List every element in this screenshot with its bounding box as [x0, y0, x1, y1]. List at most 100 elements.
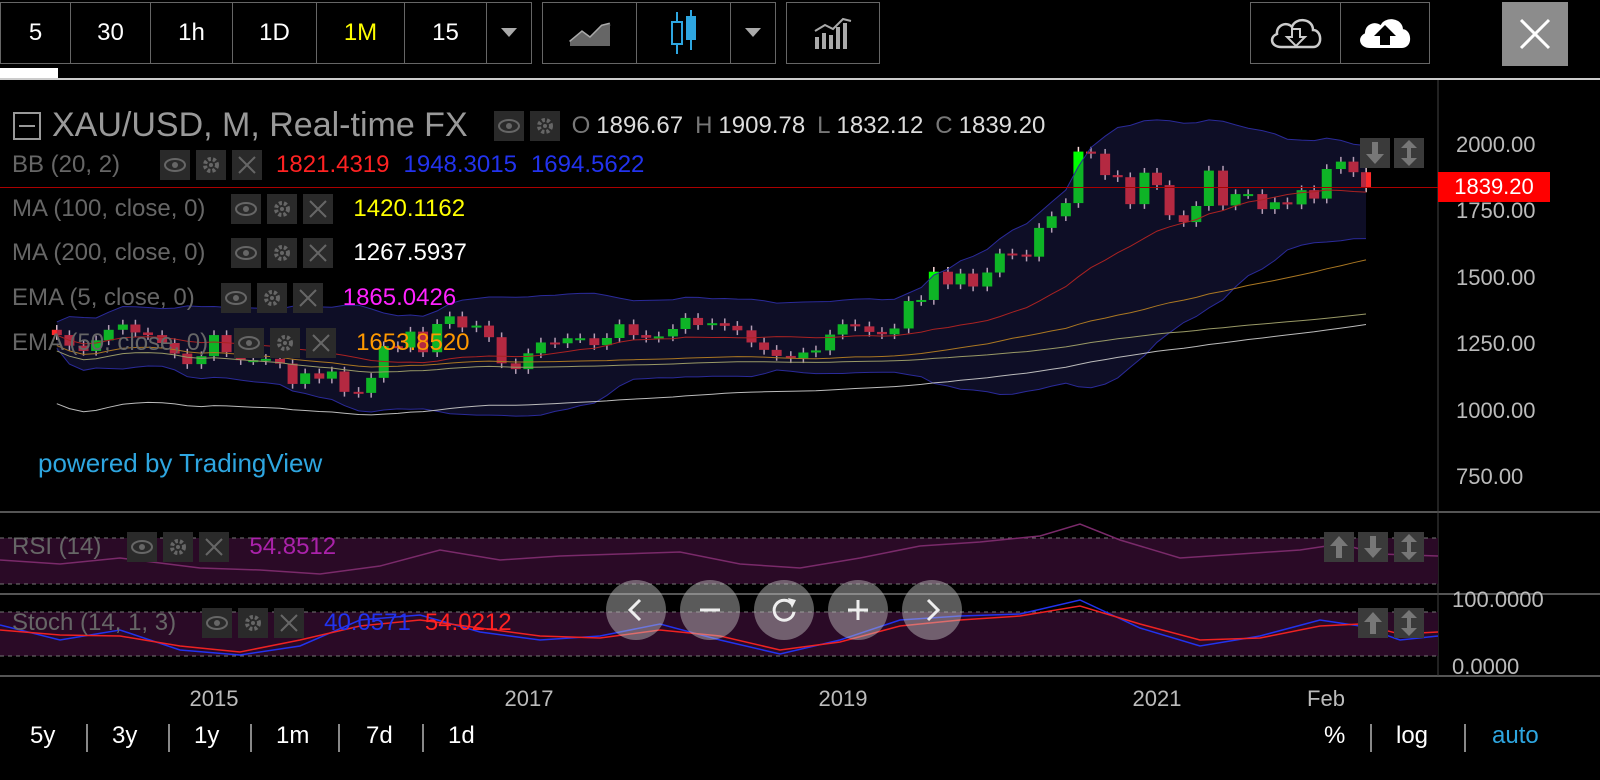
candle[interactable]	[51, 329, 62, 336]
candle[interactable]	[1257, 194, 1268, 210]
remove-button[interactable]	[232, 150, 263, 180]
candle[interactable]	[968, 273, 979, 287]
remove-button[interactable]	[199, 532, 230, 562]
candle[interactable]	[575, 338, 586, 341]
candle[interactable]	[484, 325, 495, 338]
settings-button[interactable]	[238, 608, 269, 638]
candle[interactable]	[1361, 172, 1372, 188]
candle[interactable]	[300, 373, 311, 384]
auto-scale-button[interactable]: auto	[1492, 722, 1539, 749]
visibility-toggle[interactable]	[202, 608, 233, 638]
candle[interactable]	[614, 324, 625, 338]
line-chart-button[interactable]	[543, 3, 637, 63]
candle[interactable]	[130, 324, 141, 333]
candle[interactable]	[1243, 194, 1254, 197]
close-button[interactable]	[1502, 2, 1568, 66]
interval-1h-button[interactable]: 1h	[151, 3, 233, 63]
log-scale-button[interactable]: log	[1396, 722, 1429, 749]
candle[interactable]	[157, 335, 168, 343]
maximize-pane-button[interactable]	[1394, 608, 1424, 638]
candle[interactable]	[641, 335, 652, 338]
candle[interactable]	[719, 323, 730, 326]
visibility-toggle[interactable]	[160, 150, 191, 180]
interval-1d-button[interactable]: 1D	[233, 3, 317, 63]
candle[interactable]	[78, 345, 89, 351]
candle[interactable]	[628, 324, 639, 336]
visibility-toggle[interactable]	[493, 110, 524, 141]
interval-5-button[interactable]: 5	[1, 3, 71, 63]
candle[interactable]	[1100, 153, 1111, 176]
candle[interactable]	[864, 326, 875, 332]
price-chart[interactable]	[0, 80, 1600, 780]
candle[interactable]	[1218, 170, 1229, 206]
candle[interactable]	[287, 363, 298, 384]
maximize-pane-button[interactable]	[1394, 138, 1424, 168]
candle[interactable]	[1073, 151, 1084, 204]
maximize-pane-button[interactable]	[1394, 532, 1424, 562]
settings-button[interactable]	[529, 110, 560, 141]
interval-dropdown-button[interactable]	[487, 3, 531, 63]
range-1y-button[interactable]: 1y	[194, 722, 220, 749]
reset-button[interactable]	[754, 580, 814, 640]
candle[interactable]	[471, 325, 482, 328]
candle[interactable]	[667, 329, 678, 337]
candle[interactable]	[955, 273, 966, 285]
candle[interactable]	[1348, 161, 1359, 173]
candle[interactable]	[444, 316, 455, 324]
candlestick-chart-button[interactable]	[637, 3, 731, 63]
candle[interactable]	[221, 335, 232, 353]
candle[interactable]	[1021, 254, 1032, 257]
candle[interactable]	[876, 331, 887, 335]
candle[interactable]	[589, 338, 600, 346]
candle[interactable]	[1230, 194, 1241, 206]
move-down-button[interactable]	[1358, 532, 1388, 562]
scroll-right-button[interactable]	[902, 580, 962, 640]
visibility-toggle[interactable]	[234, 328, 265, 358]
candle[interactable]	[457, 316, 468, 328]
indicators-button[interactable]	[787, 3, 879, 63]
candle[interactable]	[182, 353, 193, 365]
candle[interactable]	[405, 331, 416, 348]
cloud-upload-button[interactable]	[1341, 3, 1429, 63]
candle[interactable]	[1191, 205, 1202, 223]
cloud-download-button[interactable]	[1251, 3, 1341, 63]
candle[interactable]	[746, 330, 757, 343]
candle[interactable]	[1125, 177, 1136, 205]
candle[interactable]	[496, 337, 507, 364]
candle[interactable]	[275, 358, 286, 364]
candle[interactable]	[982, 272, 993, 287]
visibility-toggle[interactable]	[231, 238, 262, 268]
move-up-button[interactable]	[1358, 608, 1388, 638]
candle[interactable]	[117, 324, 128, 330]
candle[interactable]	[432, 323, 443, 353]
candle[interactable]	[1139, 172, 1150, 205]
candle[interactable]	[942, 271, 953, 285]
candle[interactable]	[353, 391, 364, 394]
candle[interactable]	[732, 325, 743, 331]
range-1m-button[interactable]: 1m	[276, 722, 310, 749]
settings-button[interactable]	[196, 150, 227, 180]
settings-button[interactable]	[267, 238, 298, 268]
candle[interactable]	[798, 352, 809, 359]
move-up-button[interactable]	[1324, 532, 1354, 562]
candle[interactable]	[1309, 190, 1320, 199]
candle[interactable]	[339, 371, 350, 392]
candle[interactable]	[169, 343, 180, 354]
candle[interactable]	[903, 301, 914, 329]
candle[interactable]	[1269, 202, 1280, 210]
candle[interactable]	[535, 342, 546, 354]
candle[interactable]	[418, 331, 429, 353]
remove-button[interactable]	[303, 194, 334, 224]
candle[interactable]	[378, 346, 389, 378]
candle[interactable]	[1112, 175, 1123, 178]
candle[interactable]	[196, 356, 207, 365]
candle[interactable]	[837, 324, 848, 335]
candle[interactable]	[1282, 202, 1293, 205]
candle[interactable]	[1152, 172, 1162, 186]
range-7d-button[interactable]: 7d	[366, 722, 393, 749]
visibility-toggle[interactable]	[220, 283, 251, 313]
candle[interactable]	[785, 355, 796, 359]
candle[interactable]	[759, 342, 770, 350]
candle[interactable]	[1321, 169, 1332, 199]
visibility-toggle[interactable]	[231, 194, 262, 224]
